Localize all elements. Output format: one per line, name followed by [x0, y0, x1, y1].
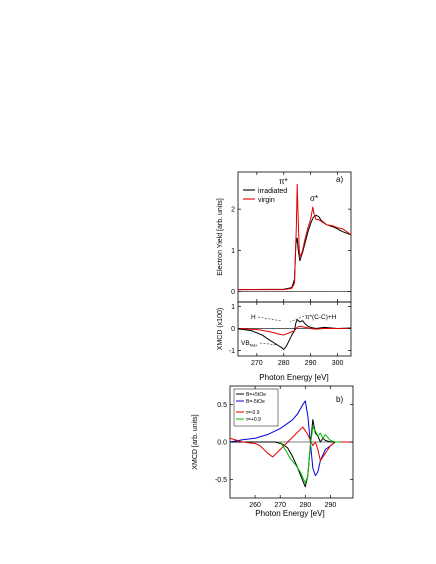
b-xtick-label: 260	[249, 502, 261, 509]
b-xtick-label: 290	[325, 502, 337, 509]
panel-b-label: b)	[336, 395, 343, 404]
a-bottom-series-virgin	[237, 325, 351, 336]
pi-cc-leader-line	[289, 315, 305, 323]
a-bottom-series-irradiated	[237, 319, 352, 350]
a-top-series-virgin	[238, 183, 352, 291]
panel-a-bottom-plot: -1 0 1 270 280 290 300 XMCD (x100) Photon Ene…	[217, 301, 352, 382]
b-xtick-label: 270	[274, 502, 286, 509]
h-leader-line	[257, 316, 283, 322]
a-top-ytick-label: 2	[231, 207, 235, 214]
legend-irradiated-label: irradiated	[258, 188, 287, 195]
b-ytick-label: 0.0	[217, 440, 227, 447]
legend-bplus-label: B=+5tOe	[246, 392, 266, 398]
panel-a-top-plot: 0 1 2 Electron Yield [arb. units] a) π* σ*…	[217, 171, 352, 303]
panel-a-xlabel: Photon Energy [eV]	[259, 373, 328, 382]
panel-a-bottom-series-group	[237, 319, 352, 350]
sigma-star-annotation: σ*	[310, 194, 318, 203]
b-series-b-5toe	[230, 419, 353, 488]
panel-b-xlabel: Photon Energy [eV]	[255, 509, 324, 518]
b-xtick-label: 280	[299, 502, 311, 509]
b-ytick-label: -0.5	[215, 477, 227, 484]
vb-annotation-main: VB	[241, 340, 250, 347]
panel-a-label: a)	[336, 175, 343, 184]
b-series-b-5toe	[229, 400, 353, 477]
vb-annotation: VBMax	[241, 340, 257, 348]
h-annotation: H	[251, 314, 256, 321]
legend-tau-minus-label: τ=-0.9	[246, 410, 260, 416]
a-bottom-ytick-label: 0	[231, 326, 235, 333]
a-bottom-xtick-label: 280	[278, 360, 290, 367]
panel-b-series-group	[229, 400, 353, 488]
panel-a-bottom-yticks: -1 0 1	[229, 304, 351, 355]
pi-cc-annotation: π*(C-C)+H	[305, 314, 337, 321]
pi-star-annotation: π*	[279, 177, 288, 186]
panel-b-legend-box	[233, 388, 279, 427]
panel-a-top-yticks: 0 1 2	[231, 172, 351, 302]
legend-tau-plus-label: τ=+0.9	[246, 417, 261, 423]
a-bottom-ytick-label: 1	[231, 304, 235, 311]
b-series--0-9	[279, 426, 341, 484]
legend-bminus-label: B=-5tOe	[246, 399, 265, 405]
vb-leader-line	[259, 342, 279, 346]
panel-b-ylabel: XMCD [arb. units]	[192, 414, 199, 469]
a-bottom-xtick-label: 270	[251, 360, 263, 367]
a-top-ytick-label: 1	[231, 248, 235, 255]
legend-virgin-label: virgin	[258, 197, 275, 204]
panel-a-bottom-xticks: 270 280 290 300	[251, 302, 344, 367]
a-bottom-xtick-label: 300	[332, 360, 344, 367]
a-top-ytick-label: 0	[231, 289, 235, 296]
panel-a-top-ylabel: Electron Yield [arb. units]	[217, 198, 224, 275]
a-bottom-xtick-label: 290	[305, 360, 317, 367]
b-series--0-9	[229, 426, 353, 462]
panel-a-bottom-ylabel: XMCD (x100)	[217, 308, 224, 350]
vb-annotation-subscript: Max	[250, 343, 258, 348]
panel-b-plot: -0.5 0.0 0.5 260 270 280 290 XMCD [arb. units…	[192, 385, 354, 518]
panel-a-top-series-group	[237, 183, 352, 292]
a-bottom-ytick-label: -1	[229, 348, 235, 355]
b-ytick-label: 0.5	[217, 402, 227, 409]
panel-b-xticks: 260 270 280 290	[249, 386, 336, 509]
panel-b-yticks: -0.5 0.0 0.5	[215, 402, 353, 484]
